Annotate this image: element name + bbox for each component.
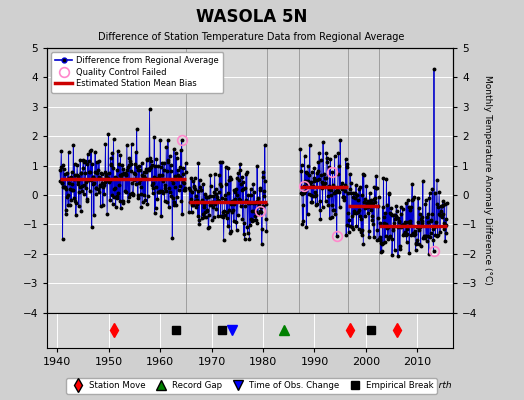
Y-axis label: Monthly Temperature Anomaly Difference (°C): Monthly Temperature Anomaly Difference (… <box>483 76 492 285</box>
Legend: Difference from Regional Average, Quality Control Failed, Estimated Station Mean: Difference from Regional Average, Qualit… <box>51 52 223 92</box>
Text: Berkeley Earth: Berkeley Earth <box>385 381 452 390</box>
Text: Difference of Station Temperature Data from Regional Average: Difference of Station Temperature Data f… <box>99 32 405 42</box>
Text: WASOLA 5N: WASOLA 5N <box>196 8 307 26</box>
Legend: Station Move, Record Gap, Time of Obs. Change, Empirical Break: Station Move, Record Gap, Time of Obs. C… <box>66 378 437 394</box>
